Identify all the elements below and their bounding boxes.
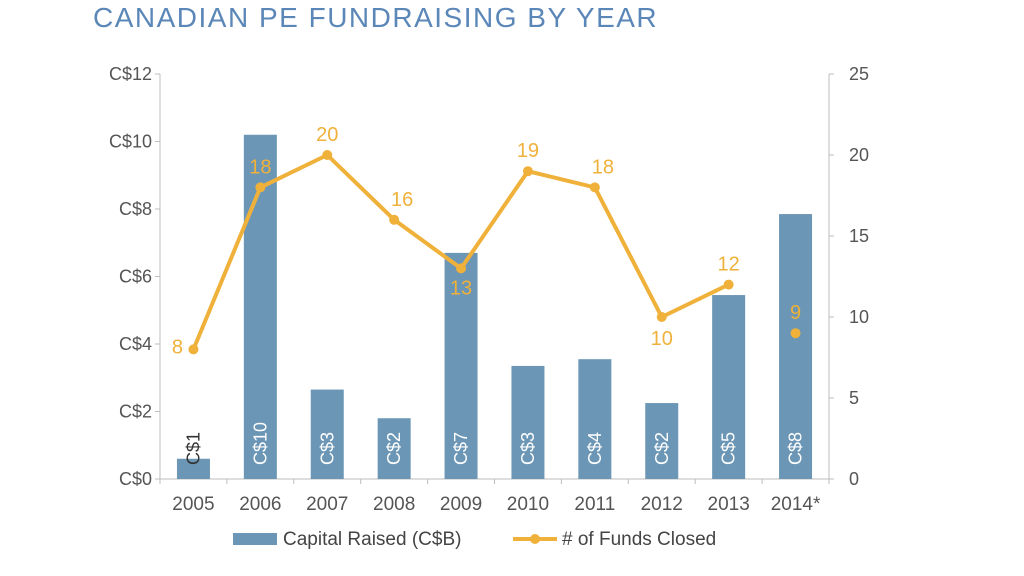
- x-tick-label: 2009: [440, 494, 482, 515]
- x-axis-ticks: 2005 2006 2007 2008 2009 2010 2011 2012 2013 2014…: [172, 494, 821, 515]
- funds-point: [656, 312, 667, 322]
- x-tick-label: 2005: [172, 494, 214, 515]
- right-tick-label: 0: [849, 469, 859, 489]
- funds-value-label: 18: [249, 156, 271, 178]
- x-tick-label: 2014*: [771, 494, 821, 515]
- bar-value-label: C$8: [786, 432, 806, 465]
- right-tick-label: 10: [849, 307, 869, 327]
- funds-point: [456, 263, 467, 274]
- bar-value-label: C$10: [250, 422, 270, 465]
- funds-point: [589, 182, 600, 193]
- right-tick-label: 15: [849, 226, 869, 246]
- left-tick-label: C$2: [119, 402, 152, 422]
- bar-value-label: C$3: [317, 432, 337, 465]
- funds-value-label: 20: [316, 124, 338, 146]
- funds-value-label: 10: [651, 328, 673, 350]
- bar-capital-raised: [444, 252, 478, 479]
- bar-capital-raised: [176, 458, 210, 479]
- legend: Capital Raised (C$B) # of Funds Closed: [233, 529, 716, 550]
- funds-point: [723, 279, 734, 290]
- bar-value-label: C$4: [585, 432, 605, 465]
- funds-point: [255, 182, 266, 193]
- funds-point: [790, 328, 801, 339]
- funds-point: [389, 214, 400, 225]
- funds-value-label: 9: [790, 302, 801, 324]
- bar-value-label: C$1: [183, 432, 203, 465]
- x-tick-label: 2010: [507, 494, 549, 515]
- bar-capital-raised: [712, 295, 746, 479]
- bar-value-label: C$3: [518, 432, 538, 465]
- legend-bar-label: Capital Raised (C$B): [283, 529, 461, 550]
- bar-capital-raised: [578, 359, 612, 479]
- bar-capital-raised: [377, 418, 411, 479]
- left-tick-label: C$8: [119, 199, 152, 219]
- funds-line: 8 18 20 16 13 19 18 10 12 9: [172, 124, 801, 358]
- chart-title: CANADIAN PE FUNDRAISING BY YEAR: [93, 2, 659, 33]
- x-tick-label: 2008: [373, 494, 415, 515]
- left-tick-label: C$12: [109, 64, 152, 84]
- funds-value-label: 13: [450, 277, 472, 299]
- bars: [176, 134, 813, 479]
- right-tick-label: 20: [849, 145, 869, 165]
- legend-line-marker: [530, 534, 540, 544]
- funds-point: [522, 166, 533, 177]
- funds-value-label: 18: [592, 156, 614, 178]
- legend-bar-swatch: [233, 533, 277, 545]
- funds-value-label: 16: [391, 189, 413, 211]
- bar-value-label: C$7: [451, 432, 471, 465]
- left-tick-label: C$10: [109, 132, 152, 152]
- funds-point: [188, 344, 199, 355]
- left-tick-label: C$0: [119, 469, 152, 489]
- legend-line-label: # of Funds Closed: [562, 529, 716, 550]
- right-tick-label: 25: [849, 64, 869, 84]
- x-tick-label: 2007: [306, 494, 348, 515]
- bar-value-label: C$2: [384, 432, 404, 465]
- funds-value-label: 12: [718, 254, 740, 276]
- bar-capital-raised: [511, 365, 545, 479]
- left-tick-label: C$4: [119, 334, 152, 354]
- right-tick-label: 5: [849, 388, 859, 408]
- x-tick-label: 2013: [708, 494, 750, 515]
- bar-labels: C$1 C$10 C$3 C$2 C$7 C$3 C$4 C$2 C$5 C$8: [183, 422, 805, 465]
- funds-value-label: 19: [517, 140, 539, 162]
- bar-value-label: C$5: [719, 432, 739, 465]
- funds-point: [322, 150, 333, 160]
- bar-value-label: C$2: [652, 432, 672, 465]
- bar-capital-raised: [645, 403, 679, 479]
- x-tick-label: 2012: [641, 494, 683, 515]
- funds-value-label: 8: [172, 336, 183, 358]
- bar-capital-raised: [779, 214, 813, 479]
- x-tick-label: 2011: [574, 494, 615, 515]
- x-tick-label: 2006: [239, 494, 281, 515]
- left-tick-label: C$6: [119, 267, 152, 287]
- bar-capital-raised: [310, 389, 344, 479]
